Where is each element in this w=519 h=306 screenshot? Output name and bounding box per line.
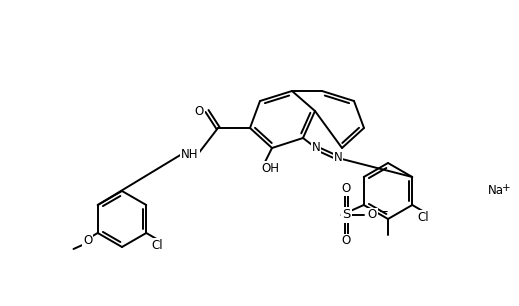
Text: N: N: [311, 140, 320, 154]
Text: O: O: [83, 234, 92, 248]
Text: Cl: Cl: [417, 211, 429, 223]
Text: OH: OH: [261, 162, 279, 174]
Text: N: N: [334, 151, 343, 163]
Text: O: O: [195, 105, 203, 118]
Text: +: +: [502, 183, 511, 193]
Text: O: O: [368, 208, 377, 222]
Text: Na: Na: [488, 185, 504, 197]
Text: O: O: [342, 182, 351, 196]
Text: Cl: Cl: [151, 238, 162, 252]
Text: NH: NH: [181, 147, 199, 161]
Text: S: S: [342, 208, 351, 222]
Text: −: −: [378, 206, 388, 218]
Text: O: O: [342, 234, 351, 248]
